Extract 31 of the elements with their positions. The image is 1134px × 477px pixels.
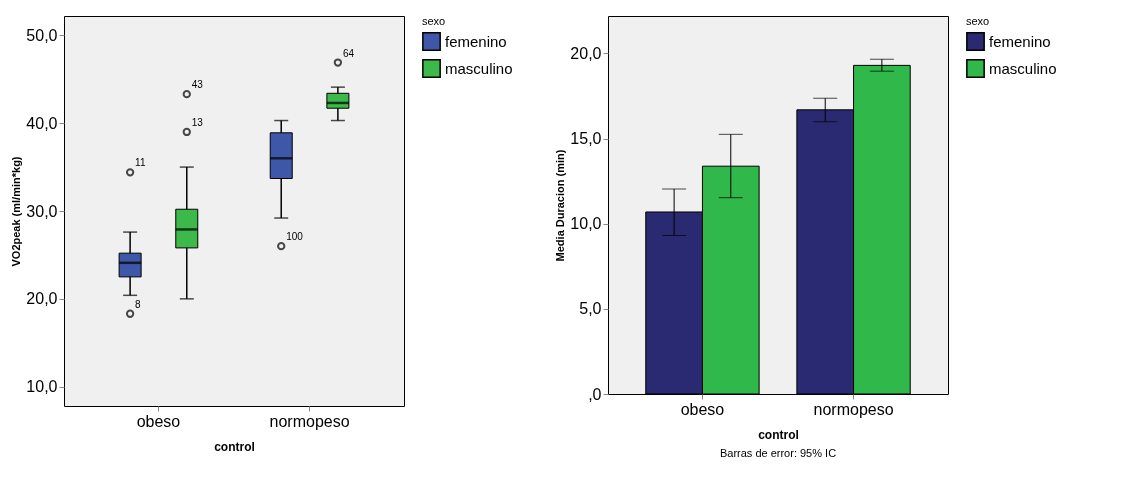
y-tick-label: 5,0 <box>579 300 602 318</box>
y-tick-label: 30,0 <box>26 202 58 220</box>
x-tick-label: normopeso <box>813 400 894 418</box>
x-tick-label: obeso <box>680 400 725 418</box>
y-tick-label: ,0 <box>588 385 602 403</box>
annotation: 8 <box>135 298 142 310</box>
y-tick-label: 10,0 <box>26 378 58 396</box>
y-axis-title: Media Duracion (min) <box>554 149 567 262</box>
legend-label: masculino <box>445 59 513 77</box>
y-tick-label: 50,0 <box>26 26 58 44</box>
legend-label: femenino <box>445 32 507 50</box>
annotation: 43 <box>191 79 204 91</box>
y-tick-label: 20,0 <box>570 44 602 62</box>
x-tick-label: normopeso <box>269 412 350 430</box>
y-tick-label: 15,0 <box>570 130 602 148</box>
annotation: 13 <box>191 116 204 128</box>
annotation: 100 <box>286 231 304 243</box>
annotation: 64 <box>342 47 355 59</box>
x-axis-title: control <box>758 427 799 442</box>
legend-title: sexo <box>422 15 446 27</box>
annotation: 11 <box>135 157 146 169</box>
x-tick-label: obeso <box>136 412 181 430</box>
y-tick-label: 20,0 <box>26 290 58 308</box>
x-axis-title: control <box>214 439 255 454</box>
legend-title: sexo <box>966 15 990 27</box>
legend-label: masculino <box>989 59 1057 77</box>
text: Barras de error: 95% IC <box>719 447 837 459</box>
y-tick-label: 10,0 <box>570 215 602 233</box>
y-axis-title: VO2peak (ml/min*kg) <box>10 156 23 267</box>
y-tick-label: 40,0 <box>26 114 58 132</box>
legend-label: femenino <box>989 32 1051 50</box>
